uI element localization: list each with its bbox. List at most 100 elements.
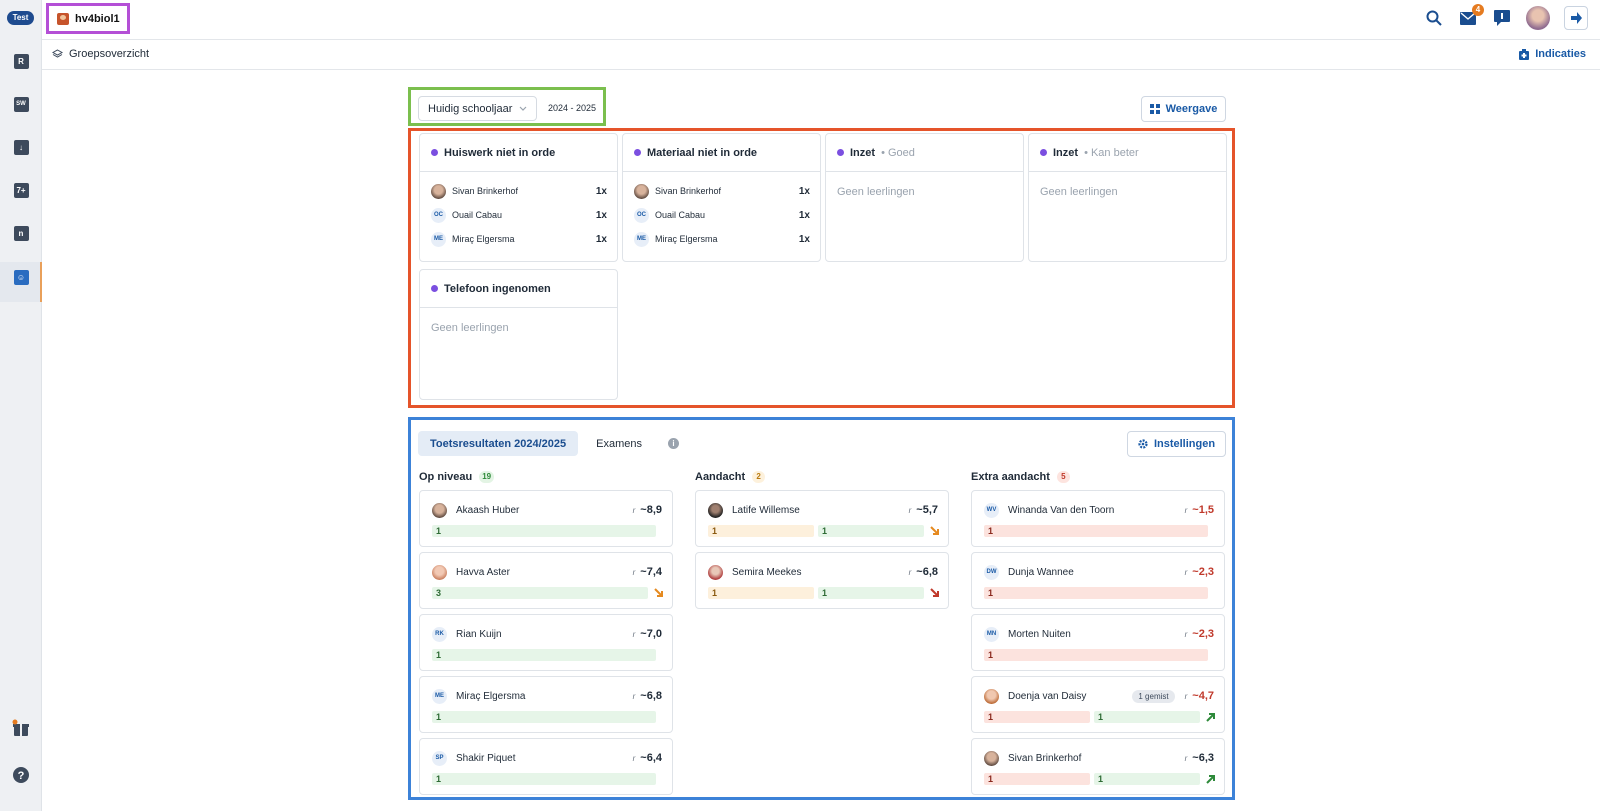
student-initials: ME: [432, 688, 447, 704]
grade: ~2,3: [1192, 566, 1214, 578]
grade: ~2,3: [1192, 628, 1214, 640]
result-card[interactable]: DW Dunja Wannee r ~2,3 1: [971, 552, 1225, 609]
student-photo: [432, 564, 447, 580]
note-count: 1x: [595, 209, 607, 221]
result-card[interactable]: SP Shakir Piquet r ~6,4 1: [419, 738, 673, 795]
note-card[interactable]: Huiswerk niet in orde Sivan Brinkerhof 1x…: [419, 133, 618, 262]
breadcrumb: Groepsoverzicht: [52, 48, 149, 60]
note-card[interactable]: Inzet • Goed Geen leerlingen: [825, 133, 1024, 262]
indicaties-label: Indicaties: [1535, 48, 1586, 60]
tab-toetsresultaten[interactable]: Toetsresultaten 2024/2025: [418, 431, 579, 456]
note-card[interactable]: Materiaal niet in orde Sivan Brinkerhof 1…: [622, 133, 821, 262]
student-initials: ME: [634, 231, 649, 247]
r-label: r: [632, 691, 636, 701]
results-tabs: Toetsresultaten 2024/2025 Examens i: [418, 431, 680, 456]
exit-button[interactable]: [1564, 6, 1588, 30]
group-overview-icon[interactable]: ☺: [11, 267, 31, 287]
search-icon[interactable]: [1424, 8, 1444, 28]
result-bar: 1: [708, 525, 814, 537]
result-bar: 3: [432, 587, 648, 599]
school-year-select[interactable]: Huidig schooljaar: [418, 96, 537, 121]
rooster-icon[interactable]: R: [11, 51, 31, 71]
r-label: r: [1184, 629, 1188, 639]
result-bar: 1: [432, 649, 656, 661]
layers-icon: [52, 48, 63, 58]
result-bar: 1: [818, 525, 924, 537]
group-selector[interactable]: hv4biol1: [46, 3, 130, 34]
r-label: r: [908, 505, 912, 515]
left-rail: Test R SW ↓ 7+ n ☺ ?: [0, 0, 42, 811]
weergave-button[interactable]: Weergave: [1141, 96, 1226, 122]
result-card[interactable]: MN Morten Nuiten r ~2,3 1: [971, 614, 1225, 671]
student-initials: ME: [431, 231, 446, 247]
indicaties-button[interactable]: Indicaties: [1519, 48, 1586, 60]
result-card[interactable]: ME Miraç Elgersma r ~6,8 1: [419, 676, 673, 733]
student-name: Miraç Elgersma: [452, 234, 515, 244]
student-initials: SP: [432, 750, 447, 766]
notes-section-highlight: [408, 128, 1235, 408]
student-name: Semira Meekes: [732, 566, 802, 578]
download-icon[interactable]: ↓: [11, 137, 31, 157]
result-card[interactable]: Akaash Huber r ~8,9 1: [419, 490, 673, 547]
absence-icon[interactable]: n: [11, 223, 31, 243]
column-header-extra-aandacht: Extra aandacht 5: [971, 471, 1070, 483]
tab-examens[interactable]: Examens: [596, 437, 643, 450]
status-dot: [431, 149, 438, 156]
result-card[interactable]: Havva Aster r ~7,4 3: [419, 552, 673, 609]
note-count: 1x: [595, 185, 607, 197]
trend-down-icon: [930, 526, 939, 535]
student-row[interactable]: OC Ouail Cabau 1x: [420, 203, 617, 227]
student-row[interactable]: ME Miraç Elgersma 1x: [420, 227, 617, 251]
grade: ~5,7: [916, 504, 938, 516]
info-icon[interactable]: i: [668, 438, 680, 449]
student-name: Latife Willemse: [732, 504, 800, 516]
r-label: r: [632, 629, 636, 639]
student-row[interactable]: Sivan Brinkerhof 1x: [420, 179, 617, 203]
note-count: 1x: [595, 233, 607, 245]
trend-down-icon: [930, 588, 939, 597]
result-bar: 1: [984, 711, 1090, 723]
column-header-op-niveau: Op niveau 19: [419, 471, 495, 483]
gear-icon: [1138, 439, 1148, 449]
sub-bar: Groepsoverzicht Indicaties: [42, 40, 1600, 70]
r-label: r: [1184, 753, 1188, 763]
r-label: r: [908, 567, 912, 577]
grade: ~6,8: [640, 690, 662, 702]
student-initials: OC: [431, 207, 446, 223]
result-card[interactable]: RK Rian Kuijn r ~7,0 1: [419, 614, 673, 671]
student-row[interactable]: Sivan Brinkerhof 1x: [623, 179, 820, 203]
student-row[interactable]: OC Ouail Cabau 1x: [623, 203, 820, 227]
note-count: 1x: [798, 185, 810, 197]
student-name: Winanda Van den Toorn: [1008, 504, 1115, 516]
note-card[interactable]: Inzet • Kan beter Geen leerlingen: [1028, 133, 1227, 262]
note-card[interactable]: Telefoon ingenomen Geen leerlingen: [419, 269, 618, 400]
missed-badge[interactable]: 1 gemist: [1132, 689, 1175, 703]
student-photo: [634, 183, 649, 199]
mail-badge: 4: [1472, 4, 1484, 16]
student-photo: [984, 688, 999, 704]
result-bar: 1: [708, 587, 814, 599]
result-card[interactable]: WV Winanda Van den Toorn r ~1,5 1: [971, 490, 1225, 547]
note-count: 1x: [798, 209, 810, 221]
student-name: Dunja Wannee: [1008, 566, 1074, 578]
note-subtitle: • Goed: [881, 146, 915, 159]
user-avatar[interactable]: [1526, 6, 1550, 30]
studiewijzer-icon[interactable]: SW: [11, 94, 31, 114]
grades-icon[interactable]: 7+: [11, 180, 31, 200]
r-label: r: [632, 505, 636, 515]
student-photo: [432, 502, 447, 518]
indicaties-icon: [1519, 48, 1530, 60]
student-row[interactable]: ME Miraç Elgersma 1x: [623, 227, 820, 251]
grade: ~7,0: [640, 628, 662, 640]
help-icon[interactable]: ?: [11, 765, 31, 785]
gift-icon[interactable]: [11, 718, 31, 738]
year-selector-highlight: [408, 87, 606, 126]
settings-button[interactable]: Instellingen: [1127, 431, 1226, 457]
result-bar: 1: [984, 525, 1208, 537]
mail-icon[interactable]: 4: [1458, 4, 1484, 28]
feedback-icon[interactable]: [1492, 8, 1512, 28]
